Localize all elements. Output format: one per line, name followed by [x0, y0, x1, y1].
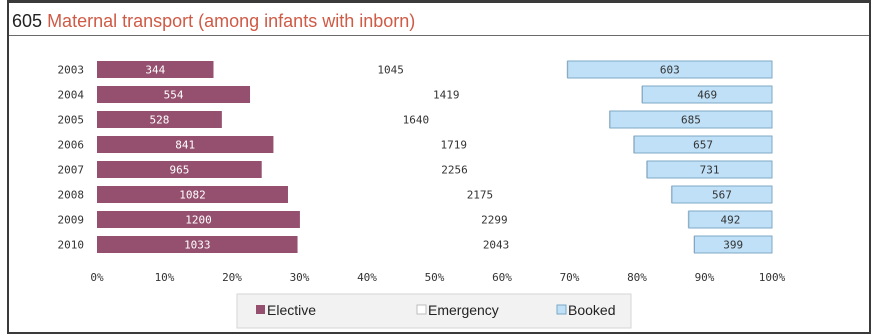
x-tick-label-7: 70% [560, 271, 580, 284]
x-tick-label-10: 100% [759, 271, 786, 284]
bar-emergency-2008 [287, 186, 672, 203]
legend-swatch-emergency [416, 304, 427, 315]
data-label-booked-2008: 567 [712, 189, 732, 202]
y-tick-label-2004: 2004 [58, 89, 85, 102]
data-label-emergency-2009: 2299 [481, 214, 508, 227]
bar-booked-2007 [646, 160, 773, 179]
x-tick-label-6: 60% [492, 271, 512, 284]
bar-booked-2004 [641, 85, 773, 104]
data-label-emergency-2003: 1045 [377, 64, 404, 77]
data-label-emergency-2008: 2175 [467, 189, 494, 202]
data-label-elective-2004: 554 [164, 89, 184, 102]
bar-emergency-2003 [213, 61, 568, 78]
bar-emergency-2009 [299, 211, 689, 228]
data-label-booked-2009: 492 [720, 214, 740, 227]
legend-swatch-elective [256, 305, 265, 314]
chart-title-bar: 605 Maternal transport (among infants wi… [9, 8, 869, 36]
data-label-emergency-2010: 2043 [483, 239, 510, 252]
data-label-booked-2004: 469 [697, 89, 717, 102]
data-label-booked-2007: 731 [700, 164, 720, 177]
x-tick-label-1: 10% [155, 271, 175, 284]
bar-elective-2005 [97, 111, 222, 128]
y-tick-label-2005: 2005 [58, 114, 85, 127]
data-label-elective-2009: 1200 [185, 214, 212, 227]
bar-booked-2008 [671, 185, 773, 204]
y-tick-label-2010: 2010 [58, 239, 85, 252]
data-label-booked-2005: 685 [681, 114, 701, 127]
bar-emergency-2004 [250, 86, 643, 103]
y-tick-label-2006: 2006 [58, 139, 85, 152]
data-label-booked-2010: 399 [723, 239, 743, 252]
bar-booked-2005 [609, 110, 773, 129]
data-label-booked-2006: 657 [693, 139, 713, 152]
x-tick-label-4: 40% [357, 271, 377, 284]
legend-label-emergency: Emergency [428, 302, 499, 318]
x-tick-label-5: 50% [425, 271, 445, 284]
data-label-elective-2003: 344 [145, 64, 165, 77]
bar-elective-2008 [97, 186, 288, 203]
x-tick-label-0: 0% [90, 271, 104, 284]
bar-emergency-2005 [221, 111, 610, 128]
bar-elective-2006 [97, 136, 274, 153]
data-label-elective-2010: 1033 [184, 239, 211, 252]
data-label-emergency-2007: 2256 [441, 164, 468, 177]
bar-elective-2010 [97, 236, 298, 253]
bar-elective-2003 [97, 61, 214, 78]
bar-booked-2003 [567, 60, 773, 79]
bar-elective-2004 [97, 86, 251, 103]
bar-booked-2010 [693, 235, 773, 254]
bar-booked-2006 [633, 135, 773, 154]
data-label-elective-2005: 528 [150, 114, 170, 127]
legend-label-elective: Elective [267, 302, 316, 318]
bar-emergency-2007 [261, 161, 648, 178]
y-tick-label-2007: 2007 [58, 164, 85, 177]
legend-swatch-booked [556, 304, 567, 315]
y-tick-label-2003: 2003 [58, 64, 85, 77]
x-tick-label-9: 90% [695, 271, 715, 284]
x-tick-label-2: 20% [222, 271, 242, 284]
y-tick-label-2009: 2009 [58, 214, 85, 227]
data-label-emergency-2006: 1719 [441, 139, 468, 152]
bar-emergency-2006 [273, 136, 635, 153]
bar-booked-2009 [688, 210, 773, 229]
y-tick-label-2008: 2008 [58, 189, 85, 202]
data-label-elective-2008: 1082 [179, 189, 206, 202]
bar-elective-2009 [97, 211, 300, 228]
bar-elective-2007 [97, 161, 262, 178]
data-label-emergency-2005: 1640 [403, 114, 430, 127]
data-label-emergency-2004: 1419 [433, 89, 460, 102]
legend-label-booked: Booked [568, 302, 615, 318]
bar-emergency-2010 [297, 236, 695, 253]
data-label-booked-2003: 603 [660, 64, 680, 77]
data-label-elective-2007: 965 [169, 164, 189, 177]
x-tick-label-3: 30% [290, 271, 310, 284]
chart-title: Maternal transport (among infants with i… [47, 11, 416, 31]
data-label-elective-2006: 841 [175, 139, 195, 152]
chart-number: 605 [12, 11, 43, 31]
x-tick-label-8: 80% [627, 271, 647, 284]
